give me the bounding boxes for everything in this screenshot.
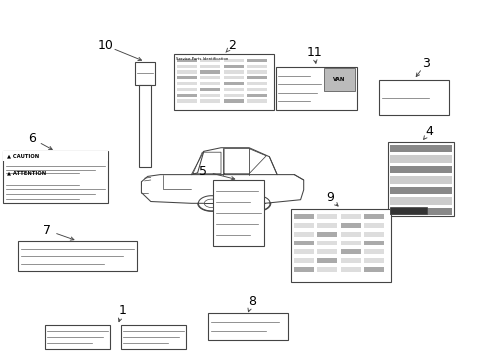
Bar — [389, 155, 451, 163]
Bar — [247, 99, 267, 103]
Text: 7: 7 — [43, 224, 51, 237]
Bar — [121, 325, 186, 348]
Bar — [224, 76, 244, 80]
Bar — [293, 258, 313, 263]
Bar — [247, 76, 267, 80]
Bar — [224, 88, 244, 91]
Bar — [200, 71, 220, 73]
Text: 1: 1 — [119, 305, 126, 318]
Bar — [18, 241, 137, 271]
Bar — [247, 65, 267, 68]
Bar — [139, 85, 150, 167]
Bar — [340, 240, 360, 246]
Text: 8: 8 — [247, 296, 255, 309]
Bar — [176, 65, 196, 68]
Text: 9: 9 — [325, 192, 333, 204]
Bar — [378, 80, 448, 116]
Text: 3: 3 — [421, 57, 429, 70]
Bar — [247, 94, 267, 97]
Bar — [276, 67, 356, 110]
Text: 6: 6 — [28, 132, 36, 145]
Bar — [364, 232, 384, 237]
Bar — [364, 223, 384, 228]
Bar — [293, 240, 313, 246]
Bar — [340, 223, 360, 228]
Text: 10: 10 — [98, 39, 113, 52]
Bar — [364, 267, 384, 272]
Bar — [207, 313, 288, 339]
Bar — [224, 94, 244, 97]
Bar — [340, 249, 360, 254]
Bar — [200, 94, 220, 97]
Text: 5: 5 — [199, 165, 206, 177]
Bar — [340, 232, 360, 237]
Bar — [364, 240, 384, 246]
Text: VAN: VAN — [332, 77, 345, 82]
Bar — [290, 209, 390, 282]
Bar — [224, 65, 244, 68]
Bar — [176, 99, 196, 103]
Bar — [224, 71, 244, 73]
Text: ▲ ATTENTION: ▲ ATTENTION — [7, 171, 46, 176]
Bar — [340, 267, 360, 272]
Bar — [317, 232, 337, 237]
Bar — [224, 99, 244, 103]
Bar — [176, 88, 196, 91]
Bar — [340, 215, 360, 219]
Bar — [44, 325, 110, 348]
Bar — [200, 65, 220, 68]
Bar — [389, 176, 451, 184]
Bar — [176, 71, 196, 73]
Bar — [3, 151, 108, 161]
Bar — [340, 258, 360, 263]
Bar — [247, 71, 267, 73]
Bar — [247, 59, 267, 62]
Bar — [173, 54, 273, 110]
Bar — [317, 249, 337, 254]
Bar — [293, 223, 313, 228]
Text: Service Parts Identification: Service Parts Identification — [176, 57, 228, 61]
Bar — [224, 59, 244, 62]
Text: 11: 11 — [305, 46, 322, 59]
Bar — [224, 82, 244, 85]
Bar — [293, 232, 313, 237]
Bar — [317, 215, 337, 219]
Bar — [389, 197, 451, 204]
Text: 2: 2 — [228, 39, 236, 52]
Bar — [293, 249, 313, 254]
Bar — [176, 59, 196, 62]
Bar — [293, 267, 313, 272]
Bar — [293, 215, 313, 219]
Bar — [200, 82, 220, 85]
Bar — [176, 94, 196, 97]
Bar — [247, 88, 267, 91]
Bar — [317, 258, 337, 263]
Bar — [200, 59, 220, 62]
Bar — [317, 267, 337, 272]
Bar — [389, 187, 451, 194]
Bar — [364, 258, 384, 263]
Bar — [364, 215, 384, 219]
Bar — [387, 142, 453, 216]
Bar — [200, 88, 220, 91]
Bar — [389, 208, 451, 215]
Bar — [317, 223, 337, 228]
Bar — [176, 76, 196, 80]
Text: ▲ CAUTION: ▲ CAUTION — [7, 153, 39, 158]
Bar — [200, 76, 220, 80]
Bar — [389, 166, 451, 173]
Bar — [324, 68, 354, 91]
Bar — [176, 82, 196, 85]
Bar — [247, 82, 267, 85]
Bar — [135, 62, 155, 85]
Bar — [3, 151, 108, 203]
Bar — [200, 99, 220, 103]
Text: 4: 4 — [425, 125, 433, 138]
Bar — [389, 207, 426, 214]
Bar — [364, 249, 384, 254]
Bar — [212, 180, 264, 246]
Bar — [317, 240, 337, 246]
Bar — [389, 145, 451, 152]
